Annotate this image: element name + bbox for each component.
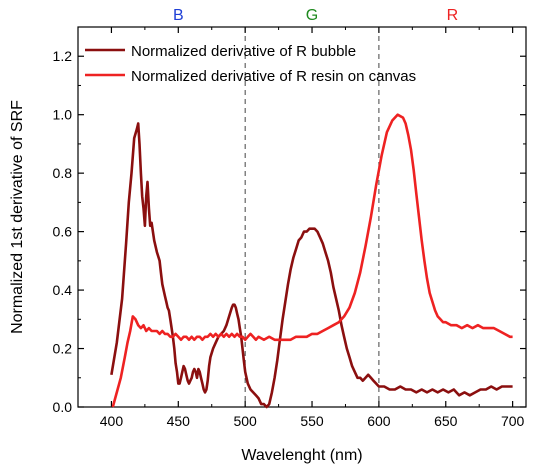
x-tick-label: 600 bbox=[367, 413, 391, 429]
series-layer bbox=[110, 113, 513, 409]
band-label-G: G bbox=[306, 7, 318, 24]
band-label-R: R bbox=[447, 7, 459, 24]
y-tick-label: 0.6 bbox=[53, 224, 73, 240]
x-axis-label: Wavelenght (nm) bbox=[241, 447, 362, 464]
x-tick-label: 700 bbox=[501, 413, 525, 429]
y-tick-label: 0.0 bbox=[53, 399, 73, 415]
y-tick-label: 0.4 bbox=[53, 282, 73, 298]
y-tick-label: 1.2 bbox=[53, 48, 73, 64]
x-axis-ticks: 400 450 500 550 600 650 700 bbox=[77, 27, 525, 429]
y-axis-ticks: 0.0 0.2 0.4 0.6 0.8 1.0 1.2 bbox=[53, 26, 526, 415]
x-tick-label: 500 bbox=[233, 413, 257, 429]
series-line-1 bbox=[111, 113, 513, 408]
y-axis-label: Normalized 1st derivative of SRF bbox=[9, 100, 26, 334]
legend: Normalized derivative of R bubble Normal… bbox=[85, 43, 416, 85]
y-tick-label: 1.0 bbox=[53, 107, 73, 123]
x-tick-label: 450 bbox=[167, 413, 191, 429]
x-tick-label: 400 bbox=[100, 413, 124, 429]
legend-label-bubble: Normalized derivative of R bubble bbox=[131, 43, 356, 60]
y-tick-label: 0.2 bbox=[53, 341, 73, 357]
x-tick-label: 550 bbox=[300, 413, 324, 429]
series-line-0 bbox=[110, 122, 513, 409]
y-tick-label: 0.8 bbox=[53, 165, 73, 181]
legend-label-resin: Normalized derivative of R resin on canv… bbox=[131, 68, 416, 85]
plot-area bbox=[77, 26, 527, 408]
band-label-B: B bbox=[173, 7, 184, 24]
band-divider-lines bbox=[244, 27, 380, 407]
x-tick-label: 650 bbox=[434, 413, 458, 429]
